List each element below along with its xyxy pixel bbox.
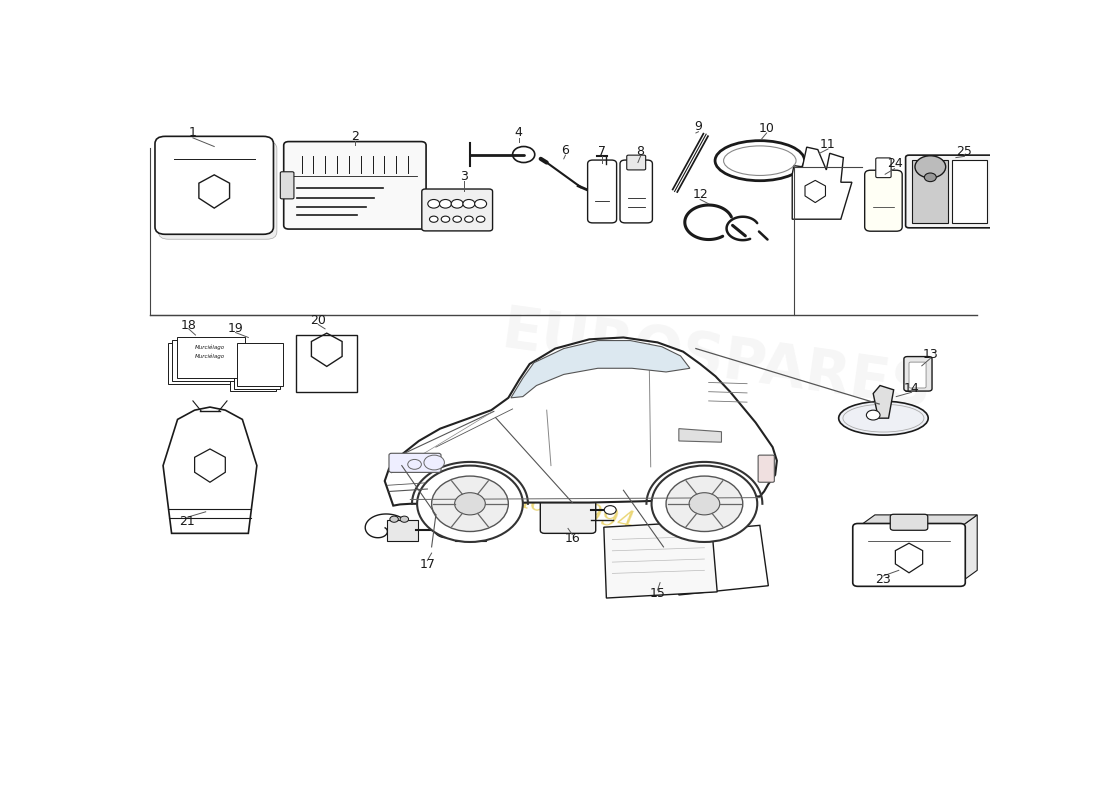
Text: 8: 8 <box>637 145 645 158</box>
Circle shape <box>924 173 936 182</box>
Circle shape <box>476 216 485 222</box>
Text: 9: 9 <box>694 120 703 134</box>
Circle shape <box>464 216 473 222</box>
FancyBboxPatch shape <box>909 362 926 388</box>
Text: 20: 20 <box>310 314 327 327</box>
Text: 6: 6 <box>561 144 570 157</box>
FancyBboxPatch shape <box>284 142 426 229</box>
FancyBboxPatch shape <box>230 348 276 391</box>
Circle shape <box>440 199 451 208</box>
Circle shape <box>431 476 508 531</box>
Text: 18: 18 <box>180 318 197 332</box>
Text: since 1994: since 1994 <box>491 482 637 536</box>
Text: 10: 10 <box>759 122 774 134</box>
Text: EUROSPARES: EUROSPARES <box>498 302 936 419</box>
FancyBboxPatch shape <box>904 357 932 391</box>
Circle shape <box>428 199 440 208</box>
Circle shape <box>389 516 398 522</box>
Text: 2: 2 <box>351 130 359 142</box>
Polygon shape <box>792 147 851 219</box>
Text: Murciélago: Murciélago <box>195 344 226 350</box>
FancyBboxPatch shape <box>296 335 358 392</box>
Polygon shape <box>873 386 893 418</box>
Circle shape <box>453 216 462 222</box>
Circle shape <box>451 199 463 208</box>
FancyBboxPatch shape <box>455 520 486 541</box>
Circle shape <box>400 516 408 522</box>
FancyBboxPatch shape <box>905 155 998 228</box>
Text: 3: 3 <box>460 170 467 182</box>
Text: 12: 12 <box>692 188 708 201</box>
Ellipse shape <box>838 402 928 435</box>
Text: 7: 7 <box>598 145 606 158</box>
FancyBboxPatch shape <box>280 172 294 199</box>
FancyBboxPatch shape <box>627 155 646 170</box>
Circle shape <box>463 199 475 208</box>
Text: 15: 15 <box>650 587 666 600</box>
Polygon shape <box>858 515 977 527</box>
Circle shape <box>417 466 522 542</box>
Text: 1: 1 <box>189 126 197 139</box>
Circle shape <box>408 459 421 470</box>
Text: 25: 25 <box>957 145 972 158</box>
FancyBboxPatch shape <box>890 514 927 530</box>
FancyBboxPatch shape <box>238 343 284 386</box>
Polygon shape <box>385 338 777 506</box>
Text: Murciélago: Murciélago <box>195 354 226 358</box>
Circle shape <box>424 455 444 470</box>
Circle shape <box>454 493 485 515</box>
Circle shape <box>429 216 438 222</box>
Text: 24: 24 <box>887 158 902 170</box>
Circle shape <box>458 516 466 522</box>
FancyBboxPatch shape <box>912 160 948 223</box>
Text: 11: 11 <box>821 138 836 150</box>
Circle shape <box>475 199 486 208</box>
FancyBboxPatch shape <box>852 523 966 586</box>
Text: 19: 19 <box>228 322 243 335</box>
Text: 17: 17 <box>419 558 436 570</box>
Circle shape <box>604 506 616 514</box>
FancyBboxPatch shape <box>587 160 617 223</box>
Circle shape <box>469 516 476 522</box>
Text: 4: 4 <box>515 126 522 139</box>
Circle shape <box>651 466 757 542</box>
FancyBboxPatch shape <box>758 455 774 482</box>
FancyBboxPatch shape <box>421 189 493 231</box>
Circle shape <box>441 216 450 222</box>
Text: 21: 21 <box>179 514 195 527</box>
Text: 23: 23 <box>876 573 891 586</box>
FancyBboxPatch shape <box>158 142 277 239</box>
Circle shape <box>667 476 743 531</box>
Polygon shape <box>604 521 717 598</box>
FancyBboxPatch shape <box>620 160 652 223</box>
FancyBboxPatch shape <box>389 454 441 472</box>
Polygon shape <box>679 429 722 442</box>
Polygon shape <box>670 526 768 595</box>
FancyBboxPatch shape <box>952 160 988 223</box>
Text: 14: 14 <box>904 382 920 395</box>
Polygon shape <box>960 515 977 582</box>
Text: 16: 16 <box>564 532 580 545</box>
Text: 13: 13 <box>923 348 938 362</box>
FancyBboxPatch shape <box>387 520 418 541</box>
FancyBboxPatch shape <box>865 170 902 231</box>
FancyBboxPatch shape <box>155 136 274 234</box>
Polygon shape <box>163 407 257 534</box>
Text: a passion for parts: a passion for parts <box>484 413 746 494</box>
FancyBboxPatch shape <box>540 496 596 534</box>
FancyBboxPatch shape <box>234 346 279 389</box>
FancyBboxPatch shape <box>173 340 241 382</box>
Circle shape <box>867 410 880 420</box>
FancyBboxPatch shape <box>177 337 245 378</box>
Circle shape <box>689 493 719 515</box>
FancyBboxPatch shape <box>168 343 236 384</box>
Circle shape <box>915 156 946 178</box>
Polygon shape <box>510 341 690 398</box>
FancyBboxPatch shape <box>876 158 891 178</box>
